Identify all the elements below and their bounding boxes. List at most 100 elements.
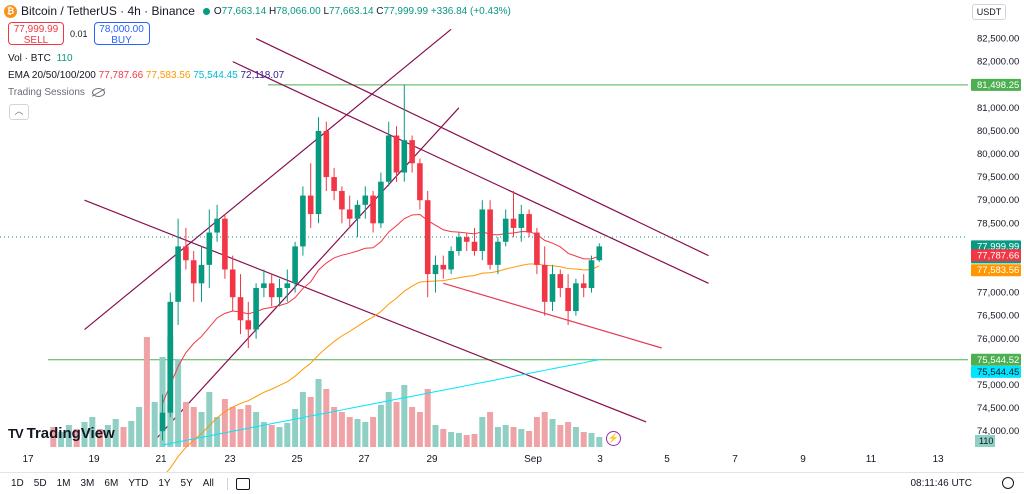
candle-body[interactable]	[331, 177, 337, 191]
eye-hidden-icon[interactable]	[91, 87, 105, 97]
candle-body[interactable]	[253, 287, 259, 330]
volume-bar	[315, 379, 322, 447]
candle-body[interactable]	[479, 209, 486, 252]
candle-body[interactable]	[159, 412, 166, 432]
currency-selector[interactable]: USDT	[972, 4, 1006, 20]
candle-body[interactable]	[190, 260, 197, 284]
candle-body[interactable]	[432, 264, 439, 275]
candle-body[interactable]	[222, 218, 228, 270]
candle-body[interactable]	[448, 251, 454, 270]
trend-line[interactable]	[84, 28, 452, 330]
range-ytd[interactable]: YTD	[128, 478, 149, 489]
candle-body[interactable]	[268, 283, 275, 298]
candle-body[interactable]	[354, 204, 361, 219]
range-5y[interactable]: 5Y	[180, 478, 193, 489]
collapse-legend-button[interactable]: ︿	[9, 104, 29, 120]
candle-body[interactable]	[596, 246, 603, 261]
candle-body[interactable]	[276, 287, 283, 298]
buy-button[interactable]: 78,000.00 BUY	[93, 22, 150, 46]
candle-body[interactable]	[378, 181, 384, 224]
ema-indicator-legend[interactable]: EMA 20/50/100/200 77,787.66 77,583.56 75…	[8, 70, 285, 81]
calendar-icon[interactable]	[235, 477, 250, 490]
candle-body[interactable]	[440, 264, 447, 270]
volume-bar	[572, 427, 579, 447]
volume-bar	[487, 412, 494, 447]
sell-button[interactable]: 77,999.99 SELL	[8, 22, 64, 46]
candle-body[interactable]	[237, 297, 244, 321]
candle-body[interactable]	[401, 140, 408, 173]
candle-body[interactable]	[385, 135, 392, 182]
candle-body[interactable]	[315, 130, 322, 215]
volume-bar	[541, 412, 548, 447]
volume-indicator-legend[interactable]: Vol · BTC 110	[8, 53, 73, 64]
candle-body[interactable]	[565, 287, 571, 312]
candle-body[interactable]	[588, 260, 595, 288]
range-1y[interactable]: 1Y	[158, 478, 171, 489]
trend-line[interactable]	[154, 107, 460, 441]
candle-body[interactable]	[502, 218, 509, 242]
candle-body[interactable]	[471, 241, 478, 252]
time-tick-label: 25	[291, 454, 303, 465]
candle-body[interactable]	[346, 209, 353, 219]
chart-canvas[interactable]: 74,000.0074,500.0075,000.0075,500.0076,0…	[0, 0, 1024, 472]
candle-body[interactable]	[175, 246, 181, 302]
candle-body[interactable]	[323, 130, 330, 178]
candle-body[interactable]	[261, 283, 267, 288]
volume-badge-bg	[975, 435, 995, 447]
time-tick-label: 11	[866, 454, 877, 465]
trend-line[interactable]	[255, 38, 709, 257]
candle-body[interactable]	[463, 237, 470, 242]
volume-bar	[284, 423, 291, 447]
trend-line[interactable]	[232, 61, 709, 284]
candle-body[interactable]	[229, 269, 236, 298]
volume-bar	[175, 359, 182, 447]
candle-body[interactable]	[557, 274, 564, 288]
range-3m[interactable]: 3M	[80, 478, 95, 489]
candle-body[interactable]	[409, 140, 415, 164]
volume-bar	[377, 405, 384, 447]
range-6m[interactable]: 6M	[104, 478, 119, 489]
candle-body[interactable]	[370, 195, 376, 224]
range-5d[interactable]: 5D	[33, 478, 47, 489]
candle-body[interactable]	[362, 195, 369, 205]
time-tick-label: 3	[597, 454, 603, 465]
gear-icon[interactable]	[1002, 477, 1014, 489]
candle-body[interactable]	[573, 283, 579, 312]
utc-clock[interactable]: 08:11:46 UTC	[910, 478, 972, 489]
candle-body[interactable]	[456, 237, 462, 252]
candle-body[interactable]	[526, 214, 532, 233]
time-axis[interactable]: 17 19 21 23 25 27 29 Sep 3 5 7 9 11 13	[22, 454, 944, 465]
candle-body[interactable]	[284, 283, 291, 288]
candle-body[interactable]	[393, 135, 400, 173]
candle-body[interactable]	[518, 214, 525, 228]
ema20-price-badge-bg	[971, 249, 1021, 262]
candle-body[interactable]	[495, 241, 501, 265]
range-1d[interactable]: 1D	[11, 478, 24, 489]
candle-body[interactable]	[580, 283, 587, 288]
trend-line[interactable]	[443, 282, 662, 349]
symbol-title[interactable]: Bitcoin / TetherUS · 4h · Binance	[21, 4, 195, 18]
candle-body[interactable]	[417, 163, 423, 201]
volume-bar	[338, 412, 345, 447]
candle-body[interactable]	[300, 195, 306, 247]
candle-body[interactable]	[206, 232, 213, 265]
range-all[interactable]: All	[202, 478, 214, 489]
candle-body[interactable]	[292, 246, 298, 284]
candle-body[interactable]	[534, 232, 540, 265]
candle-body[interactable]	[339, 190, 345, 210]
candle-body[interactable]	[510, 218, 517, 228]
candle-body[interactable]	[214, 218, 220, 233]
lightning-icon[interactable]: ⚡	[606, 431, 621, 446]
candle-body[interactable]	[198, 264, 205, 284]
candle-body[interactable]	[183, 246, 189, 261]
candle-body[interactable]	[549, 274, 556, 302]
candle-body[interactable]	[424, 200, 431, 275]
sessions-indicator-legend[interactable]: Trading Sessions	[8, 87, 105, 98]
candle-body[interactable]	[307, 195, 314, 215]
candle-body[interactable]	[245, 320, 252, 330]
range-1m[interactable]: 1M	[56, 478, 71, 489]
candle-body[interactable]	[541, 264, 548, 302]
candle-body[interactable]	[487, 209, 493, 265]
candle-body[interactable]	[167, 301, 174, 413]
price-axis[interactable]: 74,000.0074,500.0075,000.0075,500.0076,0…	[968, 0, 1024, 472]
